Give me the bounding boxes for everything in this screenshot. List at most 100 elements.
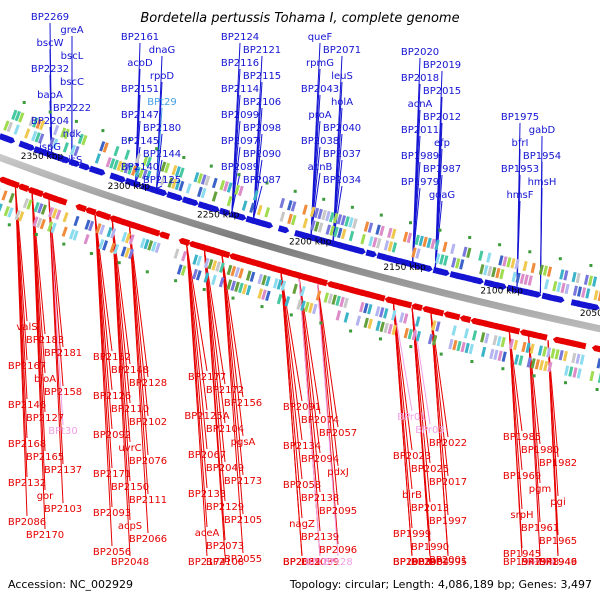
reverse-gene-arrow — [178, 237, 191, 246]
feature-bar — [302, 204, 308, 215]
feature-bar — [109, 158, 116, 169]
feature-bar — [587, 275, 594, 286]
scale-tick-label: 2100 kbp — [480, 287, 523, 297]
feature-bar — [537, 345, 543, 356]
feature-bar — [543, 360, 549, 372]
feature-bar — [69, 144, 77, 156]
forward-gene-label: rpmG — [306, 58, 334, 69]
forward-gene-label: BP2204 — [31, 116, 69, 127]
feature-bar — [234, 281, 240, 293]
marker-dot — [101, 129, 105, 133]
reverse-leader-line — [316, 282, 339, 467]
feature-bar — [335, 295, 341, 307]
feature-bar — [497, 350, 503, 362]
reverse-gene-label: BP2022 — [429, 438, 467, 449]
feature-bar — [265, 275, 271, 287]
feature-bar — [176, 264, 183, 275]
marker-dot — [558, 257, 562, 261]
feature-bar — [525, 342, 531, 354]
feature-bar — [203, 272, 210, 283]
reverse-leader-line — [430, 312, 449, 557]
feature-bar — [363, 221, 370, 232]
feature-bar — [223, 181, 229, 192]
forward-gene-label: BP2034 — [323, 175, 361, 186]
reverse-gene-label: srpH — [510, 510, 533, 521]
forward-gene-arrow — [365, 249, 377, 258]
feature-bar — [593, 289, 599, 301]
feature-bar — [308, 302, 314, 314]
feature-bar — [439, 254, 445, 265]
feature-bar — [575, 353, 581, 365]
feature-bar — [178, 167, 185, 178]
reverse-gene-label: BP2181 — [44, 348, 82, 359]
reverse-gene-label: BP2105 — [224, 515, 262, 526]
forward-gene-label: hisS — [62, 155, 83, 166]
feature-bar — [431, 320, 437, 331]
feature-bar — [32, 117, 39, 128]
feature-bar — [11, 109, 18, 121]
feature-bar — [34, 132, 41, 143]
feature-bar — [226, 182, 233, 193]
feature-bar — [378, 307, 385, 318]
feature-tracks — [0, 101, 600, 391]
reverse-gene-arrow — [591, 345, 600, 353]
forward-gene-arrow — [208, 204, 220, 213]
feature-bar — [151, 241, 157, 252]
feature-bar — [391, 310, 397, 321]
feature-bar — [576, 368, 582, 379]
feature-bar — [134, 153, 142, 164]
accession-text: Accession: NC_002929 — [8, 578, 133, 591]
feature-bar — [451, 257, 457, 268]
reverse-leader-line — [280, 272, 303, 557]
reverse-gene-label: bioA — [34, 374, 56, 385]
feature-bar — [547, 361, 553, 373]
map-title: Bordetella pertussis Tohama I, complete … — [140, 11, 459, 26]
reverse-leader-line — [392, 302, 413, 490]
scale-tick-label: 2150 kbp — [383, 263, 426, 273]
reverse-leader-line — [298, 277, 321, 415]
reverse-gene-label: BP1980 — [521, 445, 559, 456]
reverse-gene-arrow — [316, 278, 328, 287]
marker-dot — [501, 367, 505, 371]
scale-tick-label: 2350 kbp — [21, 152, 64, 162]
feature-bar — [367, 303, 373, 315]
feature-bar — [219, 262, 225, 273]
marker-dot — [289, 313, 293, 317]
forward-leader-line — [231, 120, 241, 213]
feature-bar — [102, 240, 109, 251]
feature-bar — [487, 265, 493, 277]
feature-bar — [451, 325, 457, 336]
feature-bar — [329, 225, 335, 236]
feature-bar — [47, 221, 54, 232]
reverse-leader-line — [129, 226, 149, 417]
feature-bar — [123, 163, 130, 174]
reverse-leader-line — [411, 307, 431, 425]
feature-bar — [60, 127, 67, 138]
forward-gene-label: BP2121 — [243, 45, 281, 56]
marker-dot — [438, 228, 442, 232]
marker-dot — [595, 388, 599, 391]
feature-bar — [435, 253, 441, 264]
reverse-gene-label: pdxJ — [327, 467, 349, 478]
forward-leader-line — [253, 185, 263, 219]
feature-bar — [160, 174, 167, 186]
feature-bar — [407, 328, 413, 340]
reverse-gene-label: BP2137 — [44, 465, 82, 476]
marker-dot — [62, 242, 66, 246]
reverse-gene-label: BPt27 — [305, 557, 335, 568]
reverse-gene-label: BPt28 — [323, 557, 353, 568]
feature-bar — [286, 200, 293, 211]
feature-bar — [143, 238, 150, 250]
feature-bar — [402, 231, 409, 243]
marker-dot — [155, 147, 159, 151]
forward-gene-label: BP2115 — [243, 71, 281, 82]
forward-leader-line — [332, 159, 343, 242]
feature-bar — [375, 320, 381, 332]
feature-bar — [315, 290, 322, 301]
marker-dot — [174, 279, 178, 283]
reverse-gene-arrow — [85, 207, 97, 216]
reverse-gene-arrow — [508, 326, 521, 335]
forward-gene-arrow — [421, 264, 433, 272]
reverse-gene-label: pgsA — [231, 437, 256, 448]
forward-gene-arrow — [495, 282, 507, 290]
